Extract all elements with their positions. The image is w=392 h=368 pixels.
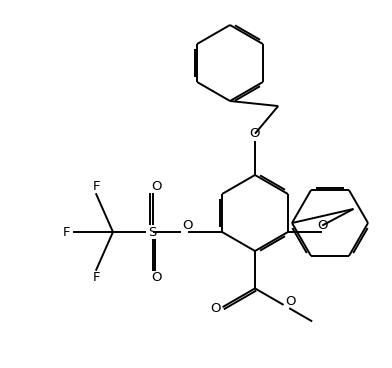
Text: O: O bbox=[183, 219, 193, 232]
Text: O: O bbox=[151, 271, 162, 284]
Text: O: O bbox=[317, 219, 327, 232]
Text: S: S bbox=[149, 226, 157, 238]
Text: F: F bbox=[93, 271, 101, 284]
Text: O: O bbox=[250, 127, 260, 140]
Text: O: O bbox=[211, 302, 221, 315]
Text: F: F bbox=[63, 226, 71, 238]
Text: O: O bbox=[151, 180, 162, 193]
Text: F: F bbox=[93, 180, 101, 193]
Text: O: O bbox=[285, 296, 296, 308]
